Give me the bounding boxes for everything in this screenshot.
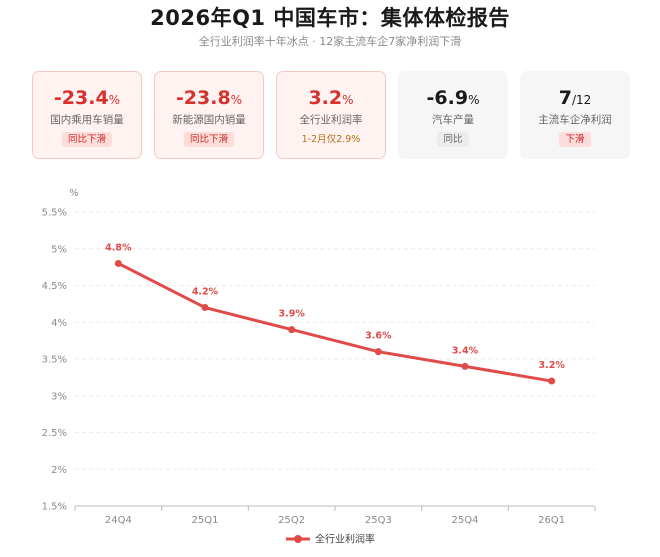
data-label: 3.2% xyxy=(538,360,565,371)
data-label: 3.4% xyxy=(452,345,479,356)
y-tick-label: 2% xyxy=(51,465,67,476)
kpi-unit: % xyxy=(108,93,121,107)
kpi-card-passenger-sales: -23.4% 国内乘用车销量 同比下滑 xyxy=(32,71,142,159)
kpi-value: -23.4 xyxy=(53,87,109,109)
report-title: 2026年Q1 中国车市：集体体检报告 xyxy=(150,6,510,30)
x-tick-label: 25Q2 xyxy=(278,515,305,526)
kpi-value: 7 xyxy=(558,87,572,109)
data-point xyxy=(288,326,296,334)
kpi-badge: 同比 xyxy=(437,132,469,147)
data-label: 3.6% xyxy=(365,331,392,342)
report-subtitle: 全行业利润率十年冰点 · 12家主流车企7家净利润下滑 xyxy=(198,35,462,48)
y-tick-label: 4% xyxy=(51,318,67,329)
x-tick-label: 25Q1 xyxy=(192,515,219,526)
kpi-value: -23.8 xyxy=(175,87,231,109)
y-tick-label: 5.5% xyxy=(42,208,67,219)
data-point xyxy=(461,362,469,370)
kpi-unit: % xyxy=(342,93,354,107)
x-tick-label: 25Q3 xyxy=(365,515,392,526)
y-tick-label: 2.5% xyxy=(42,428,67,439)
x-tick-label: 25Q4 xyxy=(452,515,479,526)
data-point xyxy=(374,348,382,356)
data-point xyxy=(201,304,209,312)
y-tick-label: 3.5% xyxy=(42,355,67,366)
y-tick-label: 5% xyxy=(51,244,67,255)
data-label: 4.2% xyxy=(192,287,219,298)
y-tick-label: 3% xyxy=(51,391,67,402)
kpi-card-automaker-profit: 7/12 主流车企净利润 下滑 xyxy=(520,71,630,159)
data-label: 4.8% xyxy=(105,242,132,253)
series-line xyxy=(117,262,552,383)
legend-label: 全行业利润率 xyxy=(315,533,375,546)
kpi-badge: 同比下滑 xyxy=(61,132,112,147)
data-point xyxy=(114,259,122,267)
y-tick-label: 4.5% xyxy=(42,281,67,292)
kpi-badge: 下滑 xyxy=(559,132,591,147)
data-label: 3.9% xyxy=(278,309,305,320)
x-tick-label: 26Q1 xyxy=(538,515,565,526)
kpi-value: 3.2 xyxy=(308,87,343,109)
kpi-value: -6.9 xyxy=(426,87,469,109)
kpi-unit: % xyxy=(230,93,243,107)
kpi-card-nev-sales: -23.8% 新能源国内销量 同比下滑 xyxy=(154,71,264,159)
kpi-label: 新能源国内销量 xyxy=(172,114,246,126)
kpi-label: 全行业利润率 xyxy=(299,114,363,126)
legend-marker xyxy=(294,535,302,543)
kpi-cards: -23.4% 国内乘用车销量 同比下滑 -23.8% 新能源国内销量 同比下滑 … xyxy=(32,71,632,161)
kpi-badge: 1-2月仅2.9% xyxy=(301,134,361,145)
data-point xyxy=(548,377,556,385)
kpi-badge: 同比下滑 xyxy=(183,132,234,147)
kpi-label: 国内乘用车销量 xyxy=(50,114,124,126)
kpi-label: 主流车企净利润 xyxy=(538,114,612,126)
kpi-card-vehicle-output: -6.9% 汽车产量 同比 xyxy=(398,71,508,159)
y-tick-label: 1.5% xyxy=(42,502,67,513)
kpi-unit: % xyxy=(468,93,480,107)
kpi-label: 汽车产量 xyxy=(432,114,474,126)
y-axis-unit-label: % xyxy=(69,188,79,199)
kpi-card-profit-margin: 3.2% 全行业利润率 1-2月仅2.9% xyxy=(276,71,386,159)
x-tick-label: 24Q4 xyxy=(105,515,132,526)
kpi-unit: /12 xyxy=(571,93,592,107)
